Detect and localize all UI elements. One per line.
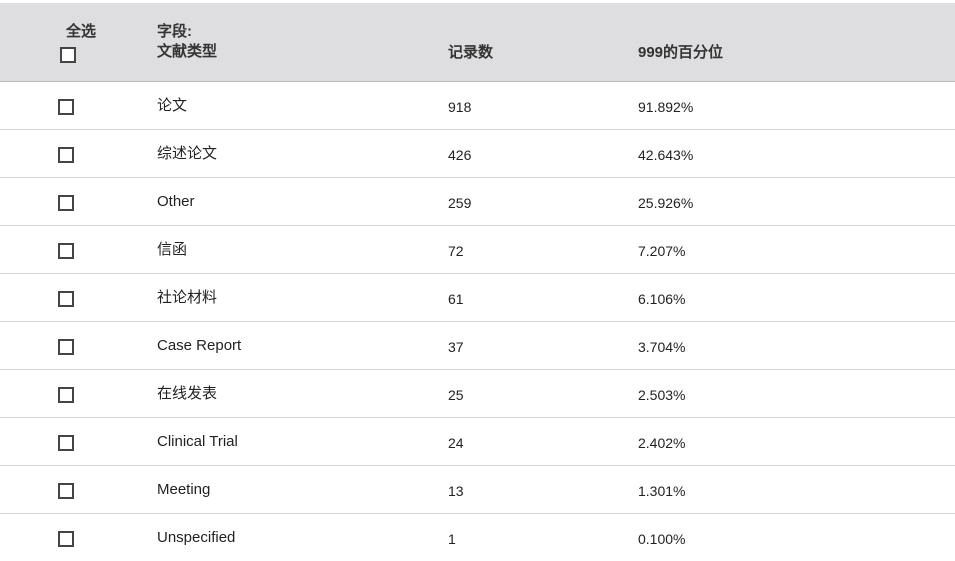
- table-row: 在线发表 25 2.503%: [0, 370, 955, 418]
- row-percent: 0.100%: [638, 531, 686, 547]
- row-name: Unspecified: [157, 529, 236, 546]
- row-percent: 6.106%: [638, 291, 686, 307]
- row-percent: 7.207%: [638, 243, 686, 259]
- row-checkbox[interactable]: [58, 435, 74, 451]
- row-checkbox[interactable]: [58, 339, 74, 355]
- row-count: 259: [448, 195, 472, 211]
- row-name: 社论材料: [157, 289, 218, 306]
- row-count: 24: [448, 435, 464, 451]
- select-all-label: 全选: [66, 23, 97, 40]
- row-checkbox[interactable]: [58, 483, 74, 499]
- table-header: 全选 字段: 文献类型 记录数 999的百分位: [0, 3, 955, 82]
- row-name: 论文: [157, 97, 188, 114]
- select-all-checkbox[interactable]: [60, 47, 76, 63]
- table-row: 社论材料 61 6.106%: [0, 274, 955, 322]
- percent-header: 999的百分位: [638, 44, 724, 61]
- row-checkbox[interactable]: [58, 531, 74, 547]
- row-count: 61: [448, 291, 464, 307]
- row-percent: 2.503%: [638, 387, 686, 403]
- row-checkbox[interactable]: [58, 99, 74, 115]
- table-row: 论文 918 91.892%: [0, 82, 955, 130]
- row-count: 72: [448, 243, 464, 259]
- row-checkbox[interactable]: [58, 147, 74, 163]
- row-name: Meeting: [157, 481, 211, 498]
- row-checkbox[interactable]: [58, 387, 74, 403]
- row-percent: 1.301%: [638, 483, 686, 499]
- row-name: Clinical Trial: [157, 433, 238, 450]
- row-count: 25: [448, 387, 464, 403]
- row-count: 426: [448, 147, 472, 163]
- field-label: 字段:: [157, 23, 192, 40]
- table-row: Meeting 13 1.301%: [0, 466, 955, 514]
- row-percent: 25.926%: [638, 195, 694, 211]
- table-row: Other 259 25.926%: [0, 178, 955, 226]
- row-name: Case Report: [157, 337, 242, 354]
- record-count-header: 记录数: [448, 44, 494, 61]
- row-name: 综述论文: [157, 145, 218, 162]
- row-count: 37: [448, 339, 464, 355]
- table-row: Unspecified 1 0.100%: [0, 514, 955, 561]
- row-percent: 91.892%: [638, 99, 694, 115]
- table-row: Case Report 37 3.704%: [0, 322, 955, 370]
- row-percent: 3.704%: [638, 339, 686, 355]
- row-checkbox[interactable]: [58, 195, 74, 211]
- row-name: 在线发表: [157, 385, 218, 402]
- row-count: 1: [448, 531, 456, 547]
- row-checkbox[interactable]: [58, 291, 74, 307]
- row-count: 918: [448, 99, 472, 115]
- table-row: 综述论文 426 42.643%: [0, 130, 955, 178]
- table-row: Clinical Trial 24 2.402%: [0, 418, 955, 466]
- table-row: 信函 72 7.207%: [0, 226, 955, 274]
- field-name-header: 文献类型: [157, 43, 218, 60]
- row-name: 信函: [157, 241, 188, 258]
- row-name: Other: [157, 193, 195, 210]
- row-checkbox[interactable]: [58, 243, 74, 259]
- row-percent: 2.402%: [638, 435, 686, 451]
- row-count: 13: [448, 483, 464, 499]
- row-percent: 42.643%: [638, 147, 694, 163]
